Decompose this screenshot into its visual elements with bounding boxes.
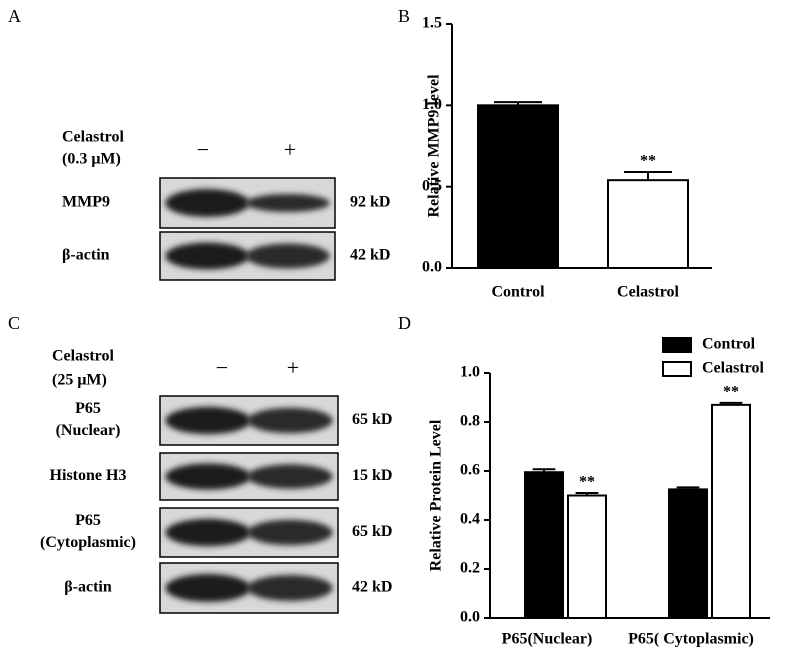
band (247, 407, 333, 434)
y-tick-label: 1.0 (460, 364, 480, 381)
lane-label: − (216, 355, 228, 380)
significance: ** (723, 384, 739, 401)
dose-label: (25 μM) (52, 372, 107, 389)
row-label: P65 (75, 400, 101, 417)
y-tick-label: 0.8 (460, 413, 480, 430)
lane-label: − (197, 137, 209, 162)
size-label: 65 kD (352, 523, 392, 540)
band (165, 189, 250, 217)
panel-label: D (398, 313, 411, 333)
y-tick-label: 0.0 (422, 259, 442, 276)
row-label: Histone H3 (50, 467, 127, 484)
size-label: 42 kD (350, 247, 390, 264)
y-tick-label: 1.0 (422, 96, 442, 113)
band (165, 574, 251, 602)
treatment-label: Celastrol (62, 129, 124, 146)
band (247, 464, 333, 489)
bar (668, 488, 708, 619)
y-tick-label: 0.4 (460, 511, 480, 528)
row-label: (Nuclear) (56, 422, 121, 439)
legend-label: Celastrol (702, 360, 764, 377)
legend-label: Control (702, 336, 756, 353)
x-tick-label: Celastrol (617, 284, 679, 301)
legend-swatch (662, 361, 692, 377)
legend-swatch (662, 337, 692, 353)
band (247, 575, 333, 601)
panel-label: A (8, 6, 21, 26)
size-label: 15 kD (352, 467, 392, 484)
band (165, 242, 250, 270)
y-tick-label: 1.5 (422, 15, 442, 32)
y-tick-label: 0.2 (460, 560, 480, 577)
treatment-label: Celastrol (52, 348, 114, 365)
dose-label: (0.3 μM) (62, 151, 121, 168)
band (165, 406, 251, 435)
y-tick-label: 0.6 (460, 462, 480, 479)
panel-label: C (8, 313, 20, 333)
size-label: 65 kD (352, 411, 392, 428)
band (245, 243, 330, 269)
row-label: P65 (75, 512, 101, 529)
significance: ** (579, 474, 595, 491)
row-label: (Cytoplasmic) (40, 534, 136, 551)
size-label: 42 kD (352, 579, 392, 596)
bar (524, 471, 564, 619)
band (165, 463, 251, 490)
bar (477, 104, 559, 270)
lane-label: + (287, 355, 299, 380)
x-tick-label: P65( Cytoplasmic) (628, 631, 754, 648)
row-label: β-actin (62, 247, 110, 264)
panel-label: B (398, 6, 410, 26)
bar (607, 179, 689, 269)
band (165, 518, 251, 547)
bar (567, 494, 607, 619)
x-tick-label: Control (491, 284, 545, 301)
row-label: MMP9 (62, 194, 110, 211)
significance: ** (640, 153, 656, 170)
size-label: 92 kD (350, 194, 390, 211)
band (247, 519, 333, 546)
y-axis-label: Relative Protein Level (428, 419, 445, 571)
x-tick-label: P65(Nuclear) (502, 631, 593, 648)
y-tick-label: 0.5 (422, 177, 442, 194)
y-axis-label: Relative MMP9 level (426, 74, 443, 218)
lane-label: + (284, 137, 296, 162)
y-tick-label: 0.0 (460, 609, 480, 626)
band (245, 194, 330, 212)
bar (711, 403, 751, 619)
row-label: β-actin (64, 579, 112, 596)
